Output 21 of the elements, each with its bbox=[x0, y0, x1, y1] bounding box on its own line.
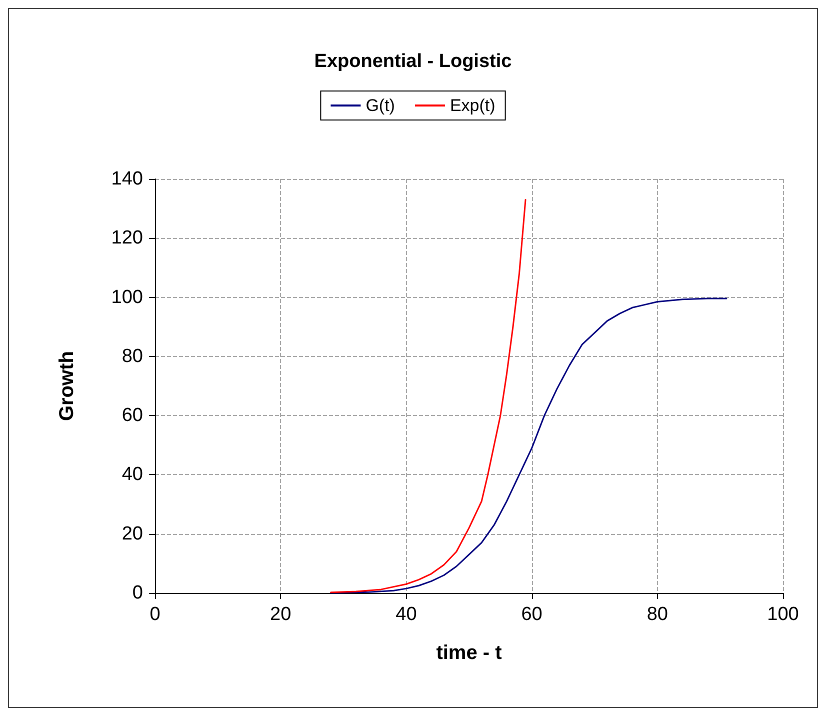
x-tick-label: 100 bbox=[767, 604, 799, 625]
y-tick-label: 60 bbox=[122, 405, 143, 426]
chart-title: Exponential - Logistic bbox=[314, 51, 512, 72]
y-tick-label: 0 bbox=[132, 582, 143, 604]
y-axis-title: Growth bbox=[56, 351, 78, 421]
y-tick-label: 100 bbox=[111, 286, 143, 308]
y-tick-label: 40 bbox=[122, 464, 143, 486]
x-tick-label: 40 bbox=[396, 604, 417, 625]
legend-label: Exp(t) bbox=[450, 96, 496, 115]
x-tick-label: 60 bbox=[521, 604, 542, 625]
x-axis-title: time - t bbox=[436, 642, 502, 664]
y-tick-label: 120 bbox=[111, 228, 143, 249]
line-series bbox=[330, 298, 728, 594]
x-tick-label: 20 bbox=[270, 604, 292, 625]
x-tick-label: 0 bbox=[150, 604, 160, 625]
legend-label: G(t) bbox=[366, 96, 395, 115]
x-tick-label: 80 bbox=[646, 604, 668, 625]
y-tick-label: 140 bbox=[111, 168, 143, 190]
line-series bbox=[330, 198, 526, 594]
y-tick-label: 20 bbox=[122, 523, 143, 544]
y-tick-label: 80 bbox=[122, 346, 143, 367]
